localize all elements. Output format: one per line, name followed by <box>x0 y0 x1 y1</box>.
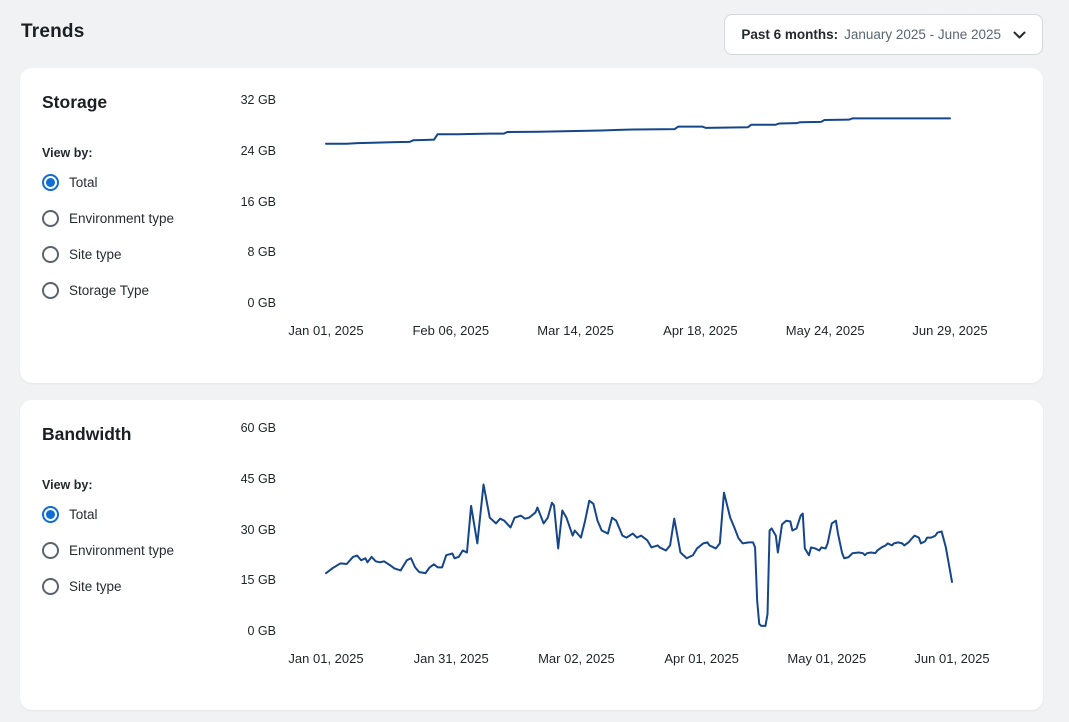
storage-card: Storage View by: Total Environment type Si… <box>20 68 1043 383</box>
x-axis-tick-label: May 01, 2025 <box>787 651 867 666</box>
bandwidth-line-plot <box>326 428 952 631</box>
radio-option-environment-type[interactable]: Environment type <box>42 200 237 236</box>
x-axis-tick-label: Feb 06, 2025 <box>412 323 490 338</box>
view-by-label: View by: <box>42 478 93 492</box>
radio-unselected-icon[interactable] <box>42 281 59 299</box>
card-title: Bandwidth <box>42 424 132 444</box>
radio-option-label: Environment type <box>69 542 175 558</box>
radio-option-site-type[interactable]: Site type <box>42 236 237 272</box>
radio-unselected-icon[interactable] <box>42 541 59 559</box>
card-title: Storage <box>42 92 108 112</box>
total-bandwidth-gb--line <box>326 485 952 626</box>
radio-unselected-icon[interactable] <box>42 577 59 595</box>
storage-controls: Storage View by: Total Environment type Si… <box>42 68 237 308</box>
x-axis-tick-label: Jun 29, 2025 <box>912 323 988 338</box>
radio-option-label: Environment type <box>69 210 175 226</box>
radio-option-total[interactable]: Total <box>42 164 237 200</box>
bandwidth-chart: 60 GB 45 GB 30 GB 15 GB 0 GB Jan 01, 2025 Jan … <box>212 400 1043 710</box>
radio-unselected-icon[interactable] <box>42 209 59 227</box>
x-axis-tick-label: Jan 01, 2025 <box>288 651 364 666</box>
view-by-options: Total Environment type Site type <box>42 496 237 604</box>
total-storage-gb--line <box>326 118 950 143</box>
x-axis-tick-label: Jan 01, 2025 <box>288 323 364 338</box>
radio-option-site-type[interactable]: Site type <box>42 568 237 604</box>
y-axis-tick-label: 32 GB <box>240 93 276 107</box>
storage-line-plot <box>326 100 950 303</box>
y-axis-tick-label: 0 GB <box>247 296 277 310</box>
radio-option-label: Site type <box>69 578 122 594</box>
radio-option-storage-type[interactable]: Storage Type <box>42 272 237 308</box>
x-axis-tick-label: Apr 01, 2025 <box>664 651 739 666</box>
x-axis-tick-label: May 24, 2025 <box>785 323 865 338</box>
y-axis-tick-label: 15 GB <box>240 573 276 588</box>
radio-unselected-icon[interactable] <box>42 245 59 263</box>
bandwidth-card: Bandwidth View by: Total Environment type… <box>20 400 1043 710</box>
y-axis-tick-label: 30 GB <box>240 522 276 537</box>
radio-option-label: Total <box>69 506 98 522</box>
y-axis-tick-label: 45 GB <box>240 471 276 486</box>
x-axis-tick-label: Apr 18, 2025 <box>663 323 738 338</box>
x-axis-tick-label: Jun 01, 2025 <box>914 651 990 666</box>
radio-selected-icon[interactable] <box>42 505 59 523</box>
x-axis-tick-label: Jan 31, 2025 <box>413 651 489 666</box>
bandwidth-controls: Bandwidth View by: Total Environment type… <box>42 400 237 604</box>
storage-chart: 32 GB 24 GB 16 GB 8 GB 0 GB Jan 01, 2025 Feb 0… <box>212 68 1043 383</box>
y-axis-tick-label: 0 GB <box>247 624 277 638</box>
y-axis-tick-label: 60 GB <box>240 421 276 435</box>
radio-option-total[interactable]: Total <box>42 496 237 532</box>
radio-option-label: Storage Type <box>69 282 150 298</box>
radio-option-label: Total <box>69 174 98 190</box>
date-range-label: Past 6 months: <box>741 27 839 42</box>
view-by-label: View by: <box>42 146 93 160</box>
date-range-dropdown[interactable]: Past 6 months: January 2025 - June 2025 <box>724 14 1043 55</box>
chevron-down-icon <box>1013 31 1026 38</box>
y-axis-tick-label: 16 GB <box>240 194 276 209</box>
y-axis-tick-label: 8 GB <box>247 245 277 260</box>
radio-option-label: Site type <box>69 246 122 262</box>
view-by-options: Total Environment type Site type Storage Ty… <box>42 164 237 308</box>
radio-option-environment-type[interactable]: Environment type <box>42 532 237 568</box>
radio-selected-icon[interactable] <box>42 173 59 191</box>
page-title: Trends <box>21 21 85 42</box>
x-axis-tick-label: Mar 14, 2025 <box>537 323 614 338</box>
y-axis-tick-label: 24 GB <box>240 143 276 158</box>
date-range-value: January 2025 - June 2025 <box>844 27 1001 42</box>
x-axis-tick-label: Mar 02, 2025 <box>538 651 615 666</box>
